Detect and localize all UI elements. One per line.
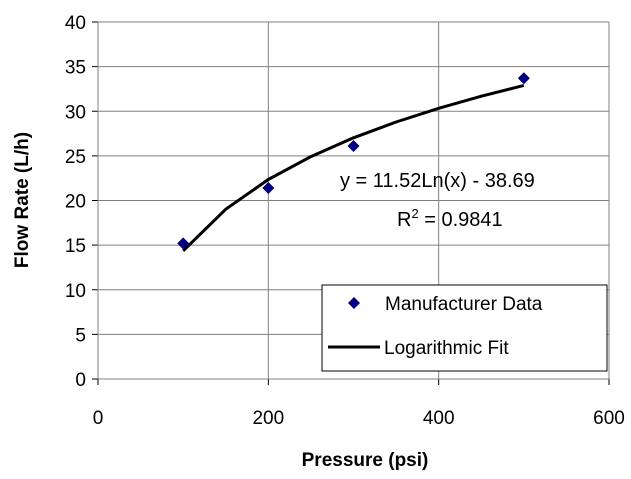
x-tick-label: 600	[593, 408, 625, 429]
data-point-diamond	[177, 237, 190, 250]
legend-label-manufacturer: Manufacturer Data	[385, 294, 543, 315]
y-tick-label: 10	[65, 281, 86, 302]
y-tick-label: 40	[65, 13, 86, 34]
y-axis-title: Flow Rate (L/h)	[12, 132, 33, 268]
legend-diamond-marker	[348, 297, 360, 309]
axes	[92, 21, 610, 385]
y-tick-label: 0	[75, 370, 86, 391]
data-series	[177, 72, 530, 250]
y-tick-label: 15	[65, 236, 86, 257]
legend: Manufacturer Data Logarithmic Fit	[321, 284, 608, 372]
x-tick-label: 0	[93, 408, 104, 429]
y-tick-label: 30	[65, 102, 86, 123]
x-axis-title: Pressure (psi)	[302, 450, 429, 471]
y-tick-label: 25	[65, 147, 86, 168]
r-squared-label: R2 = 0.9841	[397, 206, 503, 231]
r-squared-exponent: 2	[411, 206, 418, 221]
logarithmic-fit-line	[182, 83, 525, 252]
fit-series	[182, 83, 525, 252]
data-point-diamond	[262, 182, 275, 195]
data-point-diamond	[517, 72, 530, 85]
r-squared-value: = 0.9841	[419, 209, 503, 231]
y-tick-label: 35	[65, 58, 86, 79]
fit-equation: y = 11.52Ln(x) - 38.69	[340, 170, 535, 192]
r-squared-symbol: R	[397, 209, 411, 231]
data-point-diamond	[347, 140, 360, 153]
legend-box	[321, 284, 608, 372]
x-tick-label: 200	[252, 408, 284, 429]
y-tick-label: 20	[65, 192, 86, 213]
y-tick-label: 5	[75, 325, 86, 346]
legend-label-fit: Logarithmic Fit	[384, 338, 509, 359]
x-tick-label: 400	[423, 408, 455, 429]
